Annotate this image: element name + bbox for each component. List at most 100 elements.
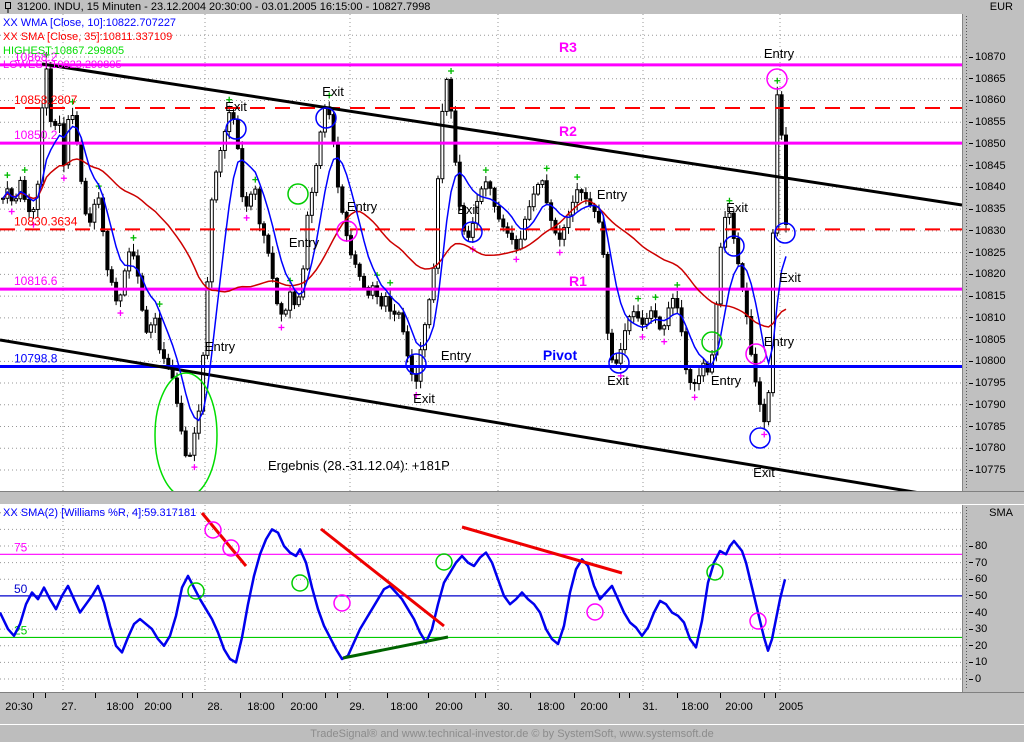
time-tick [387,693,388,698]
candle-body [723,216,728,248]
candle-body [179,402,184,432]
candle-body [779,94,784,136]
axis-tick: 10840 [969,181,1006,193]
time-tick [192,693,193,698]
signal-circle[interactable] [774,222,796,244]
signal-circle[interactable] [461,221,483,243]
signal-circle[interactable] [435,553,453,571]
axis-tick: 10795 [969,377,1006,389]
candle-body [31,208,36,213]
signal-circle[interactable] [315,107,337,129]
time-tick-label: 28. [207,701,223,713]
candle-body [636,311,641,319]
candles-layer[interactable] [1,60,788,462]
candle-body [531,193,536,208]
wma-line[interactable] [2,125,787,422]
signal-circle[interactable] [586,603,604,621]
signal-circle[interactable] [766,68,788,90]
candle-body [144,309,149,333]
highlight-ellipse[interactable] [154,372,218,497]
indicator-panel[interactable] [0,505,963,692]
trade-annotation-exit[interactable]: Exit [753,465,775,480]
trade-annotation-exit[interactable]: Exit [607,373,629,388]
indicator-axis[interactable]: 80 70 60 50 40 30 20 10 0 [963,505,1024,692]
trade-annotation-entry[interactable]: Entry [289,235,320,250]
signal-circle[interactable] [723,235,745,257]
signal-circle[interactable] [749,427,771,449]
candle-body [218,149,223,173]
candle-body [496,205,501,220]
axis-tick: 10790 [969,399,1006,411]
trendline[interactable] [41,62,962,207]
trade-annotation-exit[interactable]: Exit [726,200,748,215]
candle-body [318,131,323,167]
signal-circle[interactable] [204,521,222,539]
signal-circle[interactable] [701,331,723,353]
candle-body [353,254,358,265]
time-axis[interactable]: 20:30 27. 18:00 20:00 28. 18:00 20:00 29. 18:00 2… [0,692,1024,724]
williams-r-line[interactable] [0,528,787,664]
candle-body [566,214,571,229]
candle-body [83,180,88,215]
time-tick-label: 18:00 [390,701,418,713]
candle-body [784,134,788,225]
trade-annotation-exit[interactable]: Exit [322,84,344,99]
time-tick [325,693,326,698]
signal-circle[interactable] [745,343,767,365]
indicator-trendline[interactable] [342,635,449,660]
trade-annotation-entry[interactable]: Entry [764,334,795,349]
candle-body [357,263,362,277]
candle-body [192,432,197,456]
axis-tick-label: 10805 [975,333,1006,346]
candle-body [309,191,314,216]
candle-body [631,311,636,318]
trade-annotation-entry[interactable]: Entry [205,339,236,354]
sma-line[interactable] [2,158,787,328]
indicator-trendline[interactable] [461,525,623,575]
trade-annotation-entry[interactable]: Entry [347,199,378,214]
signal-circle[interactable] [225,118,247,140]
candle-body [18,179,23,200]
trade-annotation-exit[interactable]: Exit [413,391,435,406]
signal-circle[interactable] [291,574,309,592]
candle-body [244,196,249,207]
trade-annotation-exit[interactable]: Exit [457,202,479,217]
time-tick-label: 20:00 [580,701,608,713]
candle-body [697,375,701,385]
signal-circle[interactable] [187,582,205,600]
trade-annotation-exit[interactable]: Exit [779,270,801,285]
signal-circle[interactable] [405,353,427,375]
level-name-R2: R2 [559,123,577,139]
indicator-trendline[interactable] [320,527,445,628]
candle-body [757,381,762,405]
trade-annotation-entry[interactable]: Entry [711,373,742,388]
trendline[interactable] [0,338,962,500]
signal-circle[interactable] [333,594,351,612]
panel-splitter[interactable] [0,491,1024,505]
signal-circle[interactable] [749,612,767,630]
candle-body [222,131,227,151]
signal-circle[interactable] [222,539,240,557]
trade-annotation-entry[interactable]: Entry [597,187,628,202]
candle-body [623,330,628,351]
signal-circle[interactable] [706,563,724,581]
signal-circle[interactable] [287,183,309,205]
trade-annotation-entry[interactable]: Entry [441,348,472,363]
price-axis[interactable]: 10870 10865 10860 10855 10850 10845 10840 10835… [963,14,1024,491]
time-tick [428,693,429,698]
candle-body [444,78,449,112]
trade-annotation-entry[interactable]: Entry [764,46,795,61]
candle-body [653,310,658,318]
axis-tick: 10780 [969,442,1006,454]
signal-circle[interactable] [336,220,358,242]
candle-body [292,291,297,306]
indicator-trendline[interactable] [200,512,248,567]
candle-body [744,288,749,318]
trade-annotation-exit[interactable]: Exit [225,99,247,114]
signal-circle[interactable] [608,352,630,374]
axis-tick-label: 10840 [975,181,1006,194]
candle-body [340,186,345,213]
level-price-label: 10850.2 [14,128,58,142]
candle-body [96,197,101,205]
